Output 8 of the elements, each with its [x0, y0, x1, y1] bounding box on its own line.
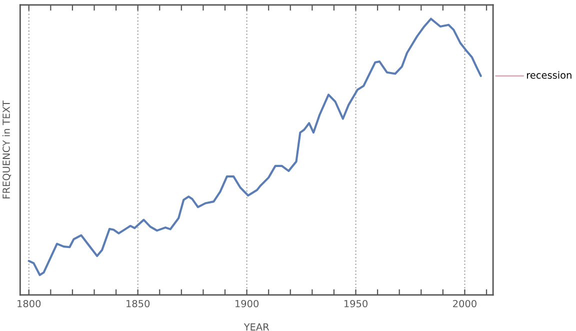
x-tick-label: 1800	[18, 300, 41, 308]
text: recession	[527, 71, 572, 79]
x-tick-label: 2000	[453, 300, 476, 308]
x-tick-label: 1950	[344, 300, 368, 308]
x-tick-label: 1850	[126, 300, 150, 308]
y-axis-title: FREQUENCY in TEXT	[2, 100, 12, 198]
x-tick-label: 1900	[236, 300, 259, 308]
x-axis-title: YEAR	[244, 323, 270, 330]
